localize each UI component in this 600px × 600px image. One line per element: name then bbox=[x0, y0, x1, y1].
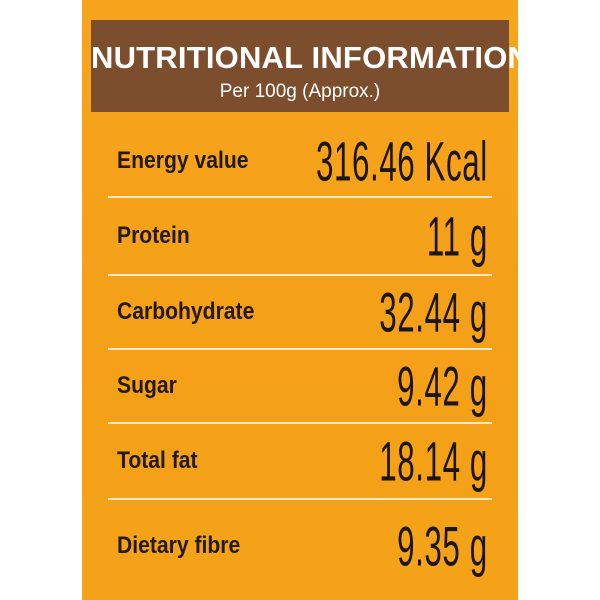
nutrient-label: Energy value bbox=[117, 147, 249, 174]
nutrient-value: 32.44 g bbox=[379, 280, 488, 344]
nutrient-value: 316.46 Kcal bbox=[316, 129, 488, 193]
nutrient-row-total-fat: Total fat 18.14 g bbox=[108, 424, 492, 498]
nutrient-value: 9.35 g bbox=[397, 514, 488, 578]
nutrient-value: 18.14 g bbox=[379, 429, 488, 493]
row-divider bbox=[108, 422, 492, 424]
header-subtitle: Per 100g (Approx.) bbox=[219, 81, 381, 102]
row-divider bbox=[108, 196, 492, 198]
header-title: NUTRITIONAL INFORMATION bbox=[91, 40, 531, 75]
nutrition-header: NUTRITIONAL INFORMATION Per 100g (Approx… bbox=[91, 20, 531, 112]
nutrient-label: Sugar bbox=[117, 372, 177, 399]
nutrient-label: Total fat bbox=[117, 447, 198, 474]
nutrient-label: Protein bbox=[117, 222, 190, 249]
nutrient-row-carbohydrate: Carbohydrate 32.44 g bbox=[108, 276, 492, 348]
row-divider bbox=[108, 274, 492, 276]
nutrient-label: Dietary fibre bbox=[117, 532, 241, 559]
nutrition-panel: NUTRITIONAL INFORMATION Per 100g (Approx… bbox=[82, 0, 531, 600]
row-divider bbox=[108, 498, 492, 500]
nutrient-row-energy: Energy value 316.46 Kcal bbox=[108, 126, 492, 196]
nutrient-label: Carbohydrate bbox=[117, 298, 255, 325]
nutrient-value: 11 g bbox=[427, 204, 488, 268]
nutrient-row-dietary-fibre: Dietary fibre 9.35 g bbox=[108, 500, 492, 592]
row-divider bbox=[108, 348, 492, 350]
nutrient-row-protein: Protein 11 g bbox=[108, 198, 492, 274]
nutrient-value: 9.42 g bbox=[397, 354, 488, 418]
nutrient-row-sugar: Sugar 9.42 g bbox=[108, 350, 492, 422]
